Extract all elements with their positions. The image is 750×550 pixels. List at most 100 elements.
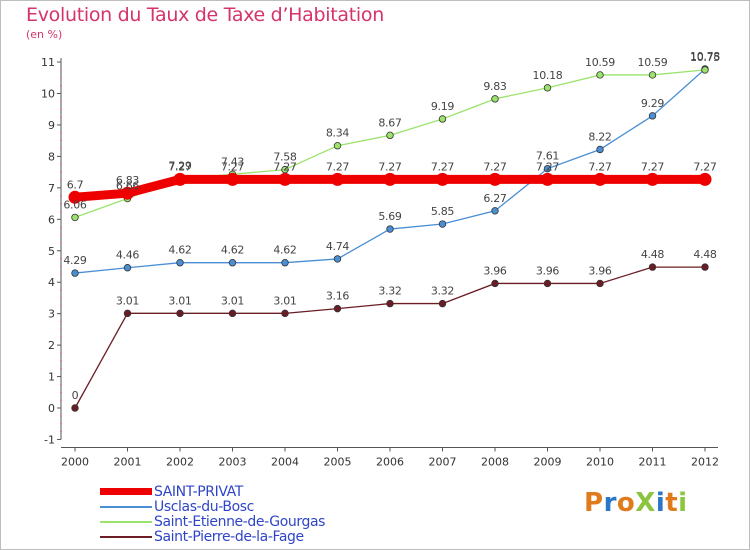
- data-point: [123, 309, 132, 318]
- logo-letter: X: [635, 488, 656, 518]
- data-label: 8.34: [326, 127, 350, 140]
- y-tick-label: 1: [48, 371, 55, 384]
- data-label: 10.18: [533, 69, 563, 82]
- data-label: 7.27: [378, 160, 402, 173]
- data-label: 9.83: [483, 80, 507, 93]
- data-point: [701, 263, 709, 271]
- data-label: 10.59: [638, 56, 668, 69]
- data-point: [436, 172, 449, 186]
- data-point: [173, 172, 187, 186]
- y-minor-tick: [60, 76, 62, 79]
- data-point: [278, 172, 292, 186]
- data-point: [71, 404, 79, 412]
- legend: SAINT-PRIVAT Usclas-du-Bosc Saint-Etienn…: [100, 484, 325, 544]
- data-label: 7.27: [168, 160, 192, 173]
- y-minor-tick: [60, 422, 62, 425]
- data-label: 4.46: [116, 249, 140, 262]
- y-minor-tick: [60, 132, 62, 134]
- data-point: [541, 172, 554, 186]
- data-label: 7.27: [536, 160, 560, 173]
- data-label: 7.27: [326, 160, 350, 173]
- x-tick-label: 2011: [639, 455, 667, 468]
- logo-letter: P: [584, 488, 604, 518]
- y-minor-tick: [60, 242, 62, 244]
- data-point: [333, 304, 342, 313]
- data-label: 10.75: [690, 51, 720, 64]
- data-point: [281, 259, 289, 267]
- data-point: [488, 172, 502, 186]
- data-label: 7.27: [641, 160, 665, 173]
- data-point: [333, 142, 342, 150]
- y-minor-tick: [60, 139, 62, 142]
- data-label: 4.29: [63, 254, 87, 267]
- y-tick-label: -1: [44, 433, 55, 446]
- y-minor-tick: [60, 336, 62, 339]
- y-minor-tick: [60, 171, 62, 173]
- data-label: 8.67: [378, 116, 402, 129]
- data-label: 7.61: [536, 150, 559, 163]
- y-minor-tick: [60, 367, 62, 370]
- x-tick-label: 2000: [61, 455, 89, 468]
- data-label: 6.27: [483, 192, 507, 205]
- data-label: 3.32: [431, 285, 454, 298]
- chart-subtitle: (en %): [26, 28, 63, 41]
- axes: -1 0 1 2 3 4 5 6 7 8 9 10 11 2000 2001 2002 2003 2004 2005…: [41, 56, 719, 468]
- data-point: [596, 279, 604, 288]
- data-point: [543, 279, 552, 288]
- data-label: 4.62: [273, 244, 296, 257]
- y-minor-tick: [60, 257, 62, 260]
- data-label: 4.74: [326, 240, 350, 253]
- legend-item: Saint-Pierre-de-la-Fage: [100, 529, 325, 544]
- y-minor-tick: [60, 328, 62, 331]
- data-label: 7.58: [273, 151, 297, 164]
- data-point: [331, 172, 344, 186]
- data-point: [228, 309, 237, 318]
- y-tick-label: 6: [48, 213, 55, 226]
- logo-letter: t: [665, 488, 679, 518]
- y-minor-tick: [60, 320, 62, 323]
- y-tick-label: 4: [48, 276, 55, 289]
- data-label: 7.29: [168, 160, 192, 173]
- legend-swatch-saint-etienne: [100, 520, 152, 523]
- legend-item: SAINT-PRIVAT: [100, 484, 325, 499]
- y-minor-tick: [60, 202, 62, 205]
- series-2: [71, 66, 709, 222]
- legend-item: Usclas-du-Bosc: [100, 499, 325, 514]
- data-label: 7.27: [221, 160, 245, 173]
- data-label: 3.01: [168, 294, 191, 307]
- legend-swatch-saint-privat: [100, 488, 152, 495]
- data-point: [226, 172, 239, 186]
- series-line: [74, 69, 706, 219]
- data-label: 4.62: [221, 244, 244, 257]
- x-tick-label: 2001: [114, 455, 142, 468]
- y-tick-label: 3: [48, 308, 55, 321]
- data-label: 6.66: [116, 180, 140, 193]
- data-label: 3.01: [221, 294, 244, 307]
- logo-letter: i: [655, 488, 666, 518]
- data-label: 7.27: [588, 160, 612, 173]
- data-label: 7.27: [431, 160, 455, 173]
- data-point: [386, 131, 394, 140]
- data-label: 8.22: [588, 130, 611, 143]
- x-tick-label: 2004: [271, 455, 299, 468]
- y-minor-tick: [60, 147, 62, 150]
- y-minor-tick: [60, 289, 62, 291]
- legend-label: Saint-Pierre-de-la-Fage: [154, 528, 304, 545]
- data-label: 3.96: [536, 264, 560, 277]
- series-1: [71, 65, 709, 277]
- y-minor-tick: [60, 84, 62, 87]
- data-label: 7.27: [273, 160, 297, 173]
- proxiti-logo: ProXiti: [584, 488, 688, 518]
- data-point: [701, 66, 709, 74]
- data-label: 3.96: [588, 264, 612, 277]
- data-point: [491, 95, 499, 103]
- legend-swatch-saint-pierre: [100, 535, 152, 538]
- data-label: 4.62: [168, 244, 191, 257]
- data-point: [438, 220, 447, 228]
- x-tick-label: 2012: [691, 455, 719, 468]
- data-label: 0: [72, 389, 79, 402]
- logo-letter: r: [603, 488, 617, 518]
- data-label: 3.01: [116, 294, 139, 307]
